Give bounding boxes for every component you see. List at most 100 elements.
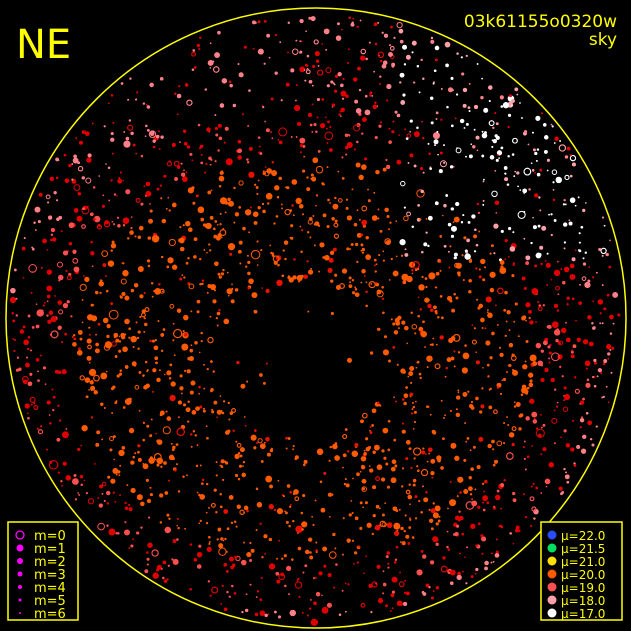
star (122, 224, 126, 227)
star (160, 255, 164, 259)
star (470, 406, 475, 410)
star (248, 146, 253, 151)
star (465, 54, 468, 58)
star (348, 134, 351, 137)
star (382, 513, 385, 517)
star (465, 440, 468, 443)
star (222, 268, 225, 272)
star (319, 123, 326, 129)
star (447, 548, 451, 551)
star (50, 330, 59, 339)
star (356, 25, 359, 28)
star (374, 444, 380, 451)
star (33, 402, 36, 405)
star (564, 474, 570, 480)
star (179, 226, 182, 229)
star (511, 274, 515, 278)
star (528, 188, 531, 191)
star (110, 94, 114, 97)
star (506, 371, 508, 373)
star (273, 509, 277, 512)
star (593, 384, 597, 388)
star (217, 149, 220, 152)
star (404, 248, 407, 251)
star (239, 509, 245, 515)
star (301, 521, 308, 528)
star (469, 449, 472, 452)
star (299, 144, 303, 148)
star (140, 526, 143, 529)
star (379, 520, 386, 527)
star (353, 124, 361, 132)
star (229, 201, 232, 204)
star (421, 450, 426, 455)
star (90, 212, 94, 217)
star (354, 99, 359, 104)
star (77, 191, 82, 196)
star (253, 446, 257, 450)
star (299, 18, 304, 24)
star (531, 445, 534, 447)
star (381, 64, 387, 69)
star (79, 283, 87, 292)
star (561, 491, 565, 494)
star (382, 582, 387, 587)
star (383, 456, 387, 460)
star (306, 176, 309, 179)
star (346, 357, 353, 363)
star (391, 459, 397, 465)
star (148, 218, 153, 224)
star (390, 593, 395, 598)
star (403, 215, 409, 222)
mu-swatch (547, 608, 557, 618)
star (209, 315, 212, 318)
star (525, 391, 529, 395)
star (352, 291, 356, 295)
star (247, 260, 251, 264)
star (269, 131, 273, 134)
star (495, 122, 499, 126)
star (128, 547, 131, 550)
star (277, 479, 280, 482)
star (183, 129, 187, 133)
star (529, 379, 533, 383)
star (264, 441, 266, 444)
star (272, 255, 280, 263)
star (550, 123, 553, 126)
star (411, 272, 414, 275)
star (216, 538, 219, 541)
star (126, 484, 129, 487)
star (199, 36, 202, 39)
star (507, 125, 510, 129)
star (198, 351, 201, 354)
star (443, 244, 447, 248)
star (484, 266, 487, 269)
star (159, 413, 163, 417)
star (306, 614, 309, 617)
star (103, 499, 106, 502)
star (578, 249, 582, 253)
star (435, 542, 439, 546)
star (304, 79, 307, 82)
star (340, 83, 344, 88)
star (524, 468, 527, 471)
star (435, 343, 438, 346)
star (236, 504, 241, 509)
star (528, 372, 534, 378)
star (495, 135, 500, 140)
star (216, 409, 222, 415)
star (261, 556, 264, 559)
star (285, 436, 288, 440)
star (373, 258, 377, 262)
star (512, 263, 515, 267)
star (71, 163, 74, 165)
star (563, 467, 566, 471)
star (351, 539, 355, 542)
star (427, 299, 430, 302)
star (215, 235, 221, 241)
star (115, 400, 118, 402)
star (137, 235, 142, 240)
star (85, 395, 89, 399)
star (371, 408, 377, 414)
star (306, 187, 311, 191)
